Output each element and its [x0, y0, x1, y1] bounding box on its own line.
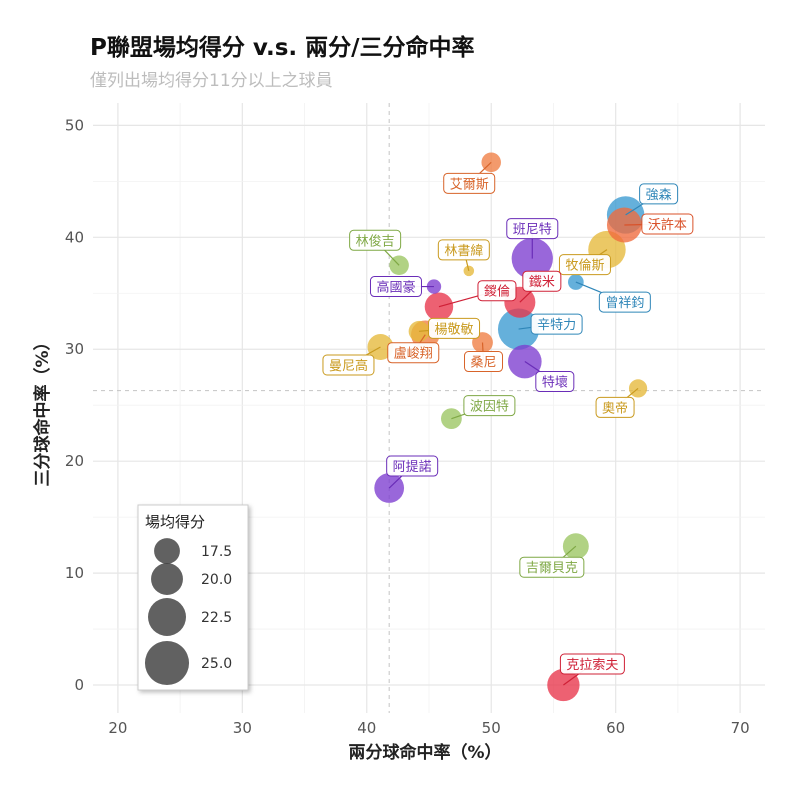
chart-subtitle: 僅列出場均得分11分以上之球員	[90, 71, 333, 91]
y-tick-label: 0	[74, 676, 84, 694]
y-tick-label: 40	[65, 228, 84, 246]
point-label: 克拉索夫	[566, 658, 618, 673]
point-label: 楊敬敏	[435, 321, 474, 337]
point-label-box	[595, 396, 635, 418]
point-label-box	[443, 172, 496, 194]
point-label-box	[506, 218, 559, 240]
legend-size-label: 17.5	[201, 544, 232, 560]
point-label: 桑尼	[471, 356, 497, 371]
point-label: 鍐倫	[484, 285, 510, 300]
point-label: 盧峻翔	[394, 346, 433, 362]
y-tick-label: 10	[65, 564, 84, 582]
legend-size-circle	[151, 563, 183, 595]
x-tick-label: 60	[606, 719, 625, 737]
x-axis-title: 兩分球命中率（%）	[348, 742, 501, 763]
point-label-box	[530, 313, 583, 335]
bubble-point	[547, 668, 580, 702]
point-label-box	[464, 351, 504, 373]
legend-size-circle	[144, 640, 190, 686]
y-axis-title: 三分球命中率（%）	[32, 333, 53, 486]
point-label-box	[558, 254, 611, 276]
point-label-box	[386, 455, 439, 477]
point-label-box	[428, 317, 481, 339]
point-label-box	[522, 270, 562, 292]
y-tick-label: 50	[65, 116, 84, 134]
point-label: 吉爾貝克	[526, 561, 578, 576]
point-label-box	[463, 395, 516, 417]
point-label-box	[598, 291, 651, 313]
point-label: 林俊吉	[356, 234, 395, 249]
x-tick-label: 50	[482, 719, 501, 737]
x-tick-label: 70	[731, 719, 750, 737]
bubble-point	[568, 274, 584, 290]
legend-items: 17.5 20.0 22.5 25.0	[144, 538, 232, 686]
legend-title: 場均得分	[145, 513, 205, 531]
point-label-box	[322, 354, 375, 376]
point-label-box	[369, 276, 422, 298]
point-label-box	[639, 183, 679, 205]
point-label-box	[349, 229, 402, 251]
x-tick-label: 30	[233, 719, 252, 737]
point-label-box	[641, 213, 694, 235]
point-label: 曾祥鈞	[605, 295, 644, 311]
chart-title: P聯盟場均得分 v.s. 兩分/三分命中率	[90, 35, 475, 61]
y-tick-label: 20	[65, 452, 84, 470]
point-label: 沃許本	[648, 218, 687, 233]
legend-size-circle	[148, 598, 186, 636]
reference-lines	[93, 103, 765, 713]
point-label: 辛特力	[537, 318, 576, 333]
point-label: 曼尼高	[329, 358, 368, 374]
point-label-box	[477, 280, 517, 302]
legend-size-label: 20.0	[201, 572, 232, 588]
point-label: 特壞	[542, 376, 568, 391]
point-label: 奧帝	[602, 400, 628, 416]
size-legend: 場均得分 17.5 20.0 22.5 25.0	[137, 504, 249, 691]
point-label: 班尼特	[513, 223, 552, 238]
point-label: 波因特	[470, 400, 509, 415]
tick-labels: 20 30 40 50 60 70 0 10 20 30 40 50	[65, 116, 750, 737]
point-label: 鐵米	[529, 274, 555, 290]
point-label-box	[535, 371, 575, 393]
point-label-box	[437, 239, 490, 261]
legend-size-label: 22.5	[201, 610, 232, 626]
legend-size-label: 25.0	[201, 656, 232, 672]
legend-size-circle	[154, 538, 180, 564]
point-label: 強森	[646, 188, 672, 203]
x-tick-label: 40	[357, 719, 376, 737]
point-label-box	[519, 556, 585, 578]
point-label-box	[559, 653, 625, 675]
y-tick-label: 30	[65, 340, 84, 358]
x-tick-label: 20	[108, 719, 127, 737]
point-label-box	[387, 342, 440, 364]
point-label: 阿提諾	[393, 459, 432, 475]
point-label: 高國豪	[376, 280, 415, 296]
point-label: 林書緯	[444, 244, 483, 259]
point-label: 牧倫斯	[565, 259, 604, 274]
point-label: 艾爾斯	[450, 177, 489, 192]
